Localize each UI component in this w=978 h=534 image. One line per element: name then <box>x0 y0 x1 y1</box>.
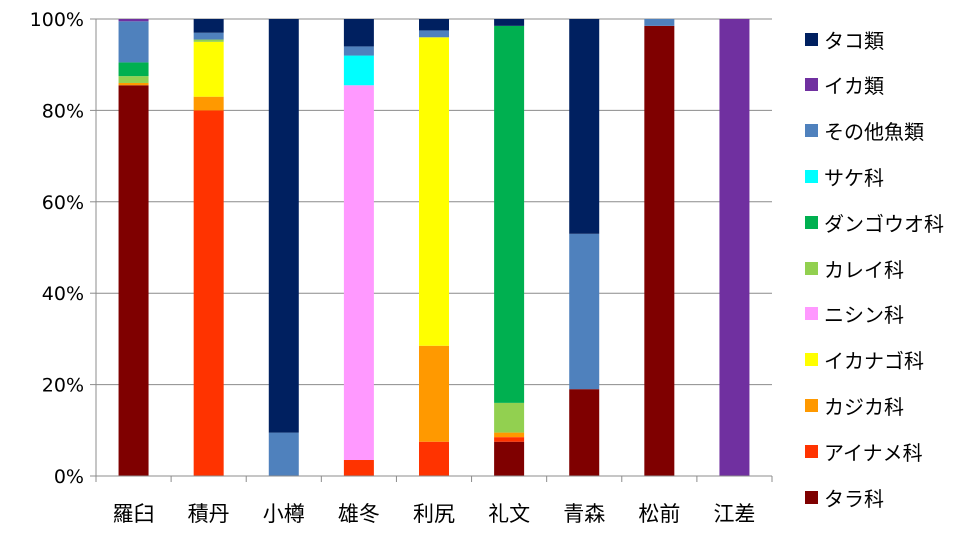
bar-segment <box>118 85 149 476</box>
bar-segment <box>193 41 224 97</box>
bar-segment <box>569 233 600 390</box>
legend-swatch <box>805 169 818 183</box>
bar-segment <box>193 32 224 40</box>
legend-label: ニシン科 <box>824 303 904 328</box>
bar-segment <box>268 19 299 433</box>
legend-swatch <box>805 78 818 92</box>
legend-swatch <box>805 490 818 504</box>
bar-segment <box>118 19 149 22</box>
bar-segment <box>494 432 525 438</box>
bar-segment <box>268 432 299 476</box>
bar-segment <box>118 76 149 83</box>
bar-segment <box>343 46 374 56</box>
x-tick-label: 積丹 <box>188 502 230 526</box>
legend-item: その他魚類 <box>805 116 924 146</box>
bar-segment <box>193 39 224 42</box>
legend-label: カジカ科 <box>824 394 904 419</box>
x-tick-label: 青森 <box>563 502 605 526</box>
legend-item: タコ類 <box>805 24 884 54</box>
y-tick-label: 100% <box>30 9 84 31</box>
bar-segment <box>343 460 374 476</box>
legend-item: カレイ科 <box>805 253 904 283</box>
bar-segment <box>419 345 449 442</box>
x-tick-label: 羅臼 <box>113 502 155 526</box>
x-tick-label: 雄冬 <box>338 502 380 526</box>
bar-segment <box>419 30 449 38</box>
bar-segment <box>494 25 525 403</box>
legend-label: イカ類 <box>824 74 884 99</box>
legend-item: イカ類 <box>805 70 884 100</box>
bar-segment <box>193 96 224 111</box>
legend-label: イカナゴ科 <box>824 349 924 374</box>
y-tick-label: 40% <box>42 283 84 305</box>
legend-item: カジカ科 <box>805 390 904 420</box>
legend-item: サケ科 <box>805 161 884 191</box>
x-tick-label: 利尻 <box>413 502 455 526</box>
legend-label: カレイ科 <box>824 257 904 282</box>
legend-item: アイナメ科 <box>805 436 923 466</box>
legend-label: タラ科 <box>824 486 884 511</box>
legend-swatch <box>805 261 818 275</box>
bar-segment <box>569 19 600 234</box>
x-tick-label: 礼文 <box>488 502 530 526</box>
bar-segment <box>494 437 525 442</box>
legend-swatch <box>805 32 818 46</box>
legend-swatch <box>805 353 818 367</box>
bar-segment <box>118 62 149 77</box>
legend-item: タラ科 <box>805 482 884 512</box>
legend-swatch <box>805 124 818 138</box>
bar-segment <box>644 25 675 476</box>
bar-segment <box>494 402 525 433</box>
x-tick-label: 小樽 <box>263 502 305 526</box>
legend-label: ダンゴウオ科 <box>824 211 944 236</box>
legend-label: アイナメ科 <box>824 440 923 465</box>
bar-segment <box>644 19 675 26</box>
bar-segment <box>419 19 449 31</box>
legend-swatch <box>805 444 818 458</box>
bar-segment <box>569 389 600 476</box>
x-tick-label: 江差 <box>713 502 755 526</box>
bar-segment <box>118 82 149 86</box>
legend-item: ニシン科 <box>805 299 904 329</box>
bar-segment <box>419 37 449 346</box>
y-tick-label: 0% <box>54 466 84 488</box>
bar-segment <box>193 110 224 477</box>
legend-item: イカナゴ科 <box>805 345 924 375</box>
bar-segment <box>494 19 525 26</box>
legend-swatch <box>805 398 818 412</box>
y-tick-label: 20% <box>42 375 84 397</box>
bar-segment <box>343 85 374 461</box>
legend-label: サケ科 <box>824 165 884 190</box>
x-tick-label: 松前 <box>638 502 680 526</box>
bar-segment <box>343 19 374 47</box>
legend-label: タコ類 <box>824 28 884 53</box>
y-tick-label: 60% <box>42 192 84 214</box>
bar-segment <box>193 19 224 33</box>
legend-swatch <box>805 307 818 321</box>
bar-segment <box>343 55 374 86</box>
bar-segment <box>494 441 525 476</box>
bar-segment <box>719 19 750 476</box>
bar-segment <box>118 21 149 63</box>
legend-swatch <box>805 215 818 229</box>
bar-segment <box>419 441 449 476</box>
legend-item: ダンゴウオ科 <box>805 207 944 237</box>
legend-label: その他魚類 <box>824 120 924 145</box>
y-tick-label: 80% <box>42 100 84 122</box>
